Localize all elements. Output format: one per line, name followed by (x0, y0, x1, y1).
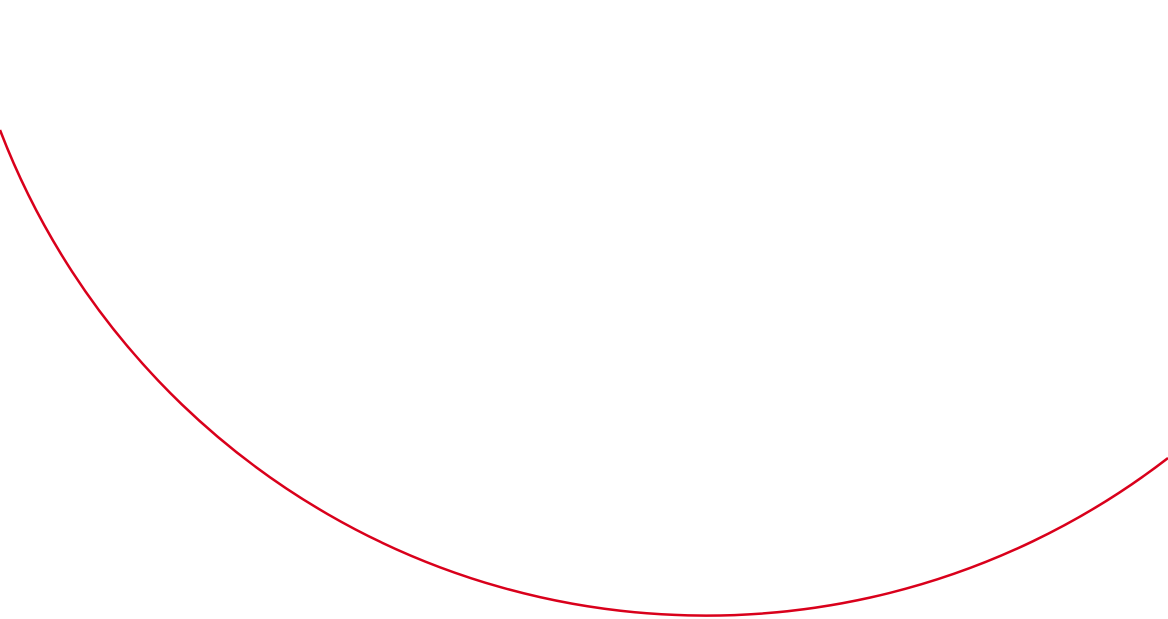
red-arc (0, 129, 1168, 617)
